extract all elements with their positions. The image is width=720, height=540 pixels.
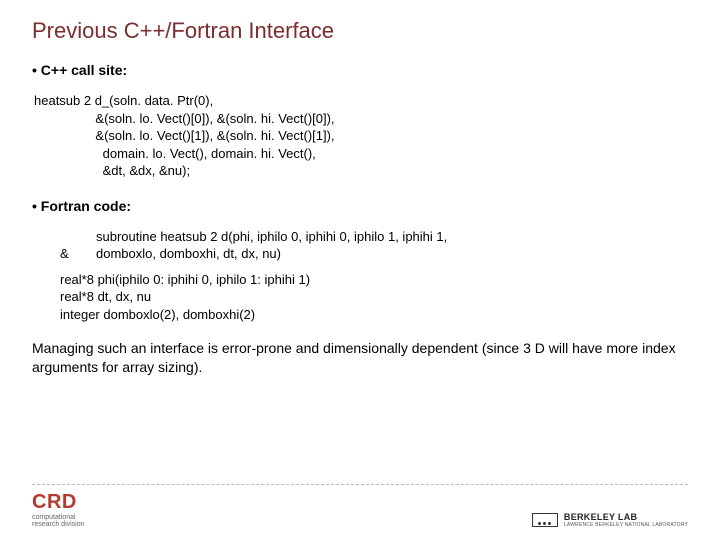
fortran-line: domboxlo, domboxhi, dt, dx, nu) [96,245,281,263]
code-line: &(soln. lo. Vect()[1]), &(soln. hi. Vect… [34,127,688,145]
code-line: &dt, &dx, &nu); [34,162,688,180]
fortran-line: real*8 phi(iphilo 0: iphihi 0, iphilo 1:… [60,271,688,289]
fortran-line: real*8 dt, dx, nu [60,288,688,306]
fortran-line: integer domboxlo(2), domboxhi(2) [60,306,688,324]
bullet-cpp: • C++ call site: [32,62,688,78]
crd-logo: CRD computational research division [32,491,85,528]
fortran-declarations: real*8 phi(iphilo 0: iphihi 0, iphilo 1:… [60,271,688,324]
code-line: heatsub 2 d_(soln. data. Ptr(0), [34,92,688,110]
fortran-subroutine-block: subroutine heatsub 2 d(phi, iphilo 0, ip… [60,228,688,263]
page-title: Previous C++/Fortran Interface [32,18,688,44]
berkeley-lab-logo: BERKELEY LAB LAWRENCE BERKELEY NATIONAL … [532,512,688,528]
lab-subtitle: LAWRENCE BERKELEY NATIONAL LABORATORY [564,522,688,528]
footer: CRD computational research division BERK… [32,484,688,528]
bullet-fortran: • Fortran code: [32,198,688,214]
cpp-code-block: heatsub 2 d_(soln. data. Ptr(0), &(soln.… [34,92,688,180]
crd-mark: CRD [32,491,85,514]
body-paragraph: Managing such an interface is error-pron… [32,339,688,377]
lab-icon [532,513,558,527]
crd-subtitle: computational [32,514,85,521]
crd-subtitle: research division [32,521,85,528]
code-line: domain. lo. Vect(), domain. hi. Vect(), [34,145,688,163]
fortran-continuation: & [60,245,96,263]
fortran-line: subroutine heatsub 2 d(phi, iphilo 0, ip… [96,228,447,246]
lab-text: BERKELEY LAB [564,512,688,522]
code-line: &(soln. lo. Vect()[0]), &(soln. hi. Vect… [34,110,688,128]
